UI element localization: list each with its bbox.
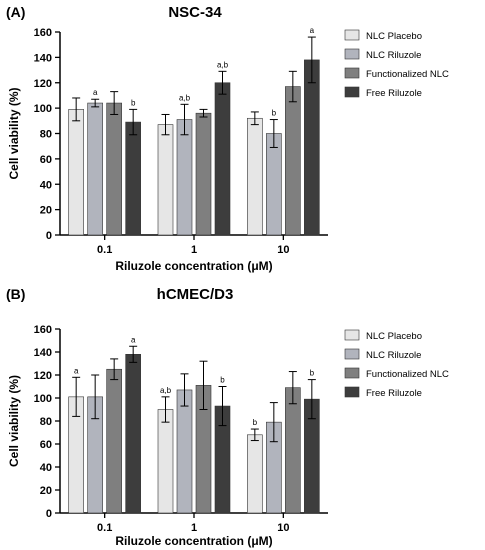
bar <box>106 102 122 236</box>
x-tick-label: 1 <box>191 244 197 256</box>
chart-panel-a: (A) NSC-34 0 20 40 60 80 100 120 140 160 Riluzole… <box>6 4 449 273</box>
y-axis-label: Cell viability (%) <box>7 375 21 467</box>
bar <box>176 389 193 514</box>
legend-label: Free Riluzole <box>366 88 422 99</box>
bar <box>106 368 122 514</box>
y-tick-label: 40 <box>40 179 52 191</box>
bar <box>125 354 141 514</box>
y-tick-label: 120 <box>34 78 52 90</box>
panel-label: (A) <box>6 4 26 20</box>
y-tick-label: 80 <box>40 129 52 141</box>
bar <box>68 109 84 236</box>
chart-title: hCMEC/D3 <box>156 286 234 303</box>
y-tick-label: 140 <box>34 347 52 359</box>
x-tick-label: 10 <box>277 522 289 534</box>
bar <box>247 434 263 514</box>
significance-label: a <box>310 26 315 35</box>
bar <box>176 119 193 236</box>
y-tick-label: 140 <box>34 52 52 64</box>
legend-swatch <box>344 329 360 341</box>
legend-label: Functionalized NLC <box>366 69 449 80</box>
significance-label: b <box>310 369 315 378</box>
bar-chart-a: 0 20 40 60 80 100 120 140 160 Riluzole concentrat… <box>7 26 449 273</box>
y-tick-label: 100 <box>34 103 52 115</box>
bar <box>125 121 141 236</box>
significance-label: a <box>74 366 79 375</box>
bar-chart-b: 0 20 40 60 80 100 120 140 160 Riluzole concentrat… <box>7 324 449 548</box>
legend-swatch <box>344 48 360 60</box>
legend-swatch <box>344 67 360 79</box>
legend-label: Free Riluzole <box>366 388 422 399</box>
x-axis-label: Riluzole concentration (μM) <box>115 259 272 273</box>
significance-label: b <box>253 418 258 427</box>
significance-label: b <box>220 376 225 385</box>
y-tick-label: 20 <box>40 485 52 497</box>
significance-label: b <box>272 109 277 118</box>
legend-swatch <box>344 29 360 41</box>
legend-label: Functionalized NLC <box>366 369 449 380</box>
bar <box>285 86 301 236</box>
x-tick-label: 1 <box>191 522 197 534</box>
panel-label: (B) <box>6 286 26 302</box>
significance-label: a <box>93 88 98 97</box>
bar <box>247 117 263 236</box>
bar <box>157 409 174 514</box>
y-tick-label: 60 <box>40 154 52 166</box>
y-tick-label: 160 <box>34 27 52 39</box>
bar <box>266 133 282 236</box>
y-axis-label: Cell viability (%) <box>7 87 21 179</box>
legend-swatch <box>344 367 360 379</box>
legend-swatch <box>344 86 360 98</box>
significance-label: b <box>131 98 136 107</box>
bar <box>214 82 231 236</box>
bar <box>195 112 212 236</box>
y-tick-label: 160 <box>34 324 52 336</box>
y-tick-label: 0 <box>46 230 52 242</box>
y-tick-label: 0 <box>46 508 52 520</box>
chart-title: NSC-34 <box>168 4 222 21</box>
bar <box>285 387 301 514</box>
significance-label: a,b <box>217 60 229 69</box>
legend-label: NLC Placebo <box>366 331 422 342</box>
significance-label: a,b <box>179 93 191 102</box>
bar <box>157 124 174 236</box>
y-tick-label: 60 <box>40 439 52 451</box>
significance-label: a <box>131 335 136 344</box>
x-tick-label: 10 <box>277 244 289 256</box>
y-tick-label: 20 <box>40 205 52 217</box>
significance-label: a,b <box>160 386 172 395</box>
x-axis-label: Riluzole concentration (μM) <box>115 534 272 548</box>
y-tick-label: 80 <box>40 416 52 428</box>
legend-swatch <box>344 386 360 398</box>
x-tick-label: 0.1 <box>97 244 112 256</box>
y-tick-label: 120 <box>34 370 52 382</box>
legend-label: NLC Placebo <box>366 31 422 42</box>
y-tick-label: 40 <box>40 462 52 474</box>
bar <box>87 102 103 236</box>
y-tick-label: 100 <box>34 393 52 405</box>
bar <box>304 59 320 236</box>
chart-panel-b: (B) hCMEC/D3 0 20 40 60 80 100 120 140 160 Riluzo… <box>0 282 485 550</box>
legend-swatch <box>344 348 360 360</box>
x-tick-label: 0.1 <box>97 522 112 534</box>
legend-label: NLC Riluzole <box>366 50 421 61</box>
legend-label: NLC Riluzole <box>366 350 421 361</box>
